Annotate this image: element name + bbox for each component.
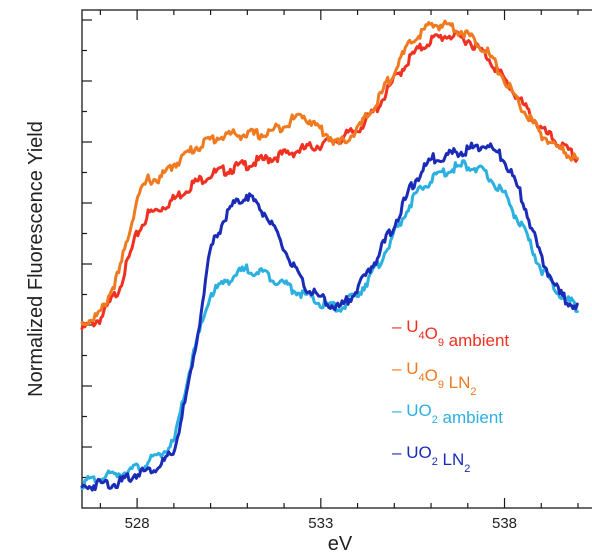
series-line	[80, 141, 579, 492]
plot-frame	[81, 9, 592, 509]
x-axis-label: eV	[328, 533, 353, 554]
legend-entry: – UO2 LN2	[392, 443, 470, 475]
x-axis-ticks: 528 533 538	[99, 10, 579, 532]
x-tick-label: 533	[308, 515, 333, 532]
series-line	[80, 159, 579, 490]
y-axis-label: Normalized Fluorescence Yield	[25, 121, 47, 397]
plot-area	[81, 9, 592, 509]
legend-entry: – U4O9 LN2	[392, 359, 477, 398]
x-tick-label: 538	[492, 515, 517, 532]
x-tick-label: 528	[125, 515, 150, 532]
legend-entry: – U4O9 ambient	[392, 317, 509, 350]
series-group	[80, 19, 579, 492]
series-line	[80, 19, 579, 326]
legend: – U4O9 ambient – U4O9 LN2 – UO2 ambient – U…	[392, 317, 509, 475]
legend-entry: – UO2 ambient	[392, 401, 503, 427]
y-axis-ticks	[82, 19, 92, 479]
